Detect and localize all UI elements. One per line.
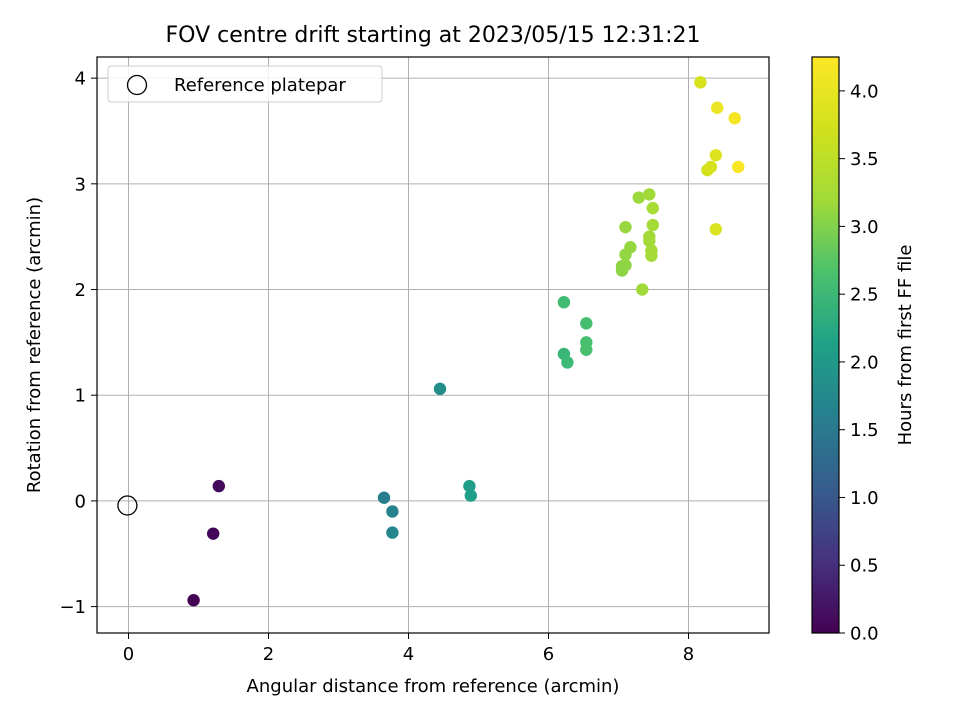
colorbar: 0.0 0.5 1.0 1.5 2.0 2.5 3.0 3.5 4.0 Hours from f… — [811, 56, 916, 645]
colorbar-tick-label: 0.0 — [850, 624, 879, 645]
data-point — [732, 160, 745, 174]
data-point — [561, 356, 574, 369]
data-point — [187, 594, 200, 607]
colorbar-tick-label: 0.5 — [850, 556, 879, 577]
legend-marker-open-circle — [126, 74, 148, 96]
data-points — [187, 76, 745, 607]
x-tick-label: 2 — [263, 644, 274, 665]
data-point — [632, 191, 645, 204]
reference-platepar-marker — [117, 495, 138, 516]
y-tick-label: 3 — [75, 174, 86, 195]
x-tick-label: 4 — [403, 644, 414, 665]
data-point — [728, 112, 741, 125]
x-tick-label: 0 — [123, 644, 134, 665]
data-point — [709, 223, 722, 236]
colorbar-tick-label: 3.5 — [850, 149, 879, 170]
data-point — [207, 527, 220, 540]
data-point — [643, 234, 656, 248]
y-tick-label: −1 — [59, 597, 86, 618]
data-point — [643, 188, 656, 201]
colorbar-gradient — [812, 57, 839, 633]
legend-label: Reference platepar — [174, 75, 346, 96]
data-point — [464, 489, 477, 502]
colorbar-tick-label: 2.0 — [850, 352, 879, 373]
colorbar-tick-label: 1.0 — [850, 488, 879, 509]
y-ticks: −1 0 1 2 3 4 — [59, 69, 97, 618]
colorbar-frame — [811, 56, 840, 634]
data-point — [636, 283, 649, 296]
data-point — [619, 220, 632, 234]
data-point — [704, 160, 718, 174]
chart-title: FOV centre drift starting at 2023/05/15 … — [166, 23, 701, 48]
data-point — [433, 382, 447, 396]
data-point — [646, 218, 659, 232]
data-point — [463, 479, 476, 493]
data-point — [212, 479, 225, 493]
data-point — [557, 295, 571, 309]
y-axis-label: Rotation from reference (arcmin) — [24, 197, 45, 493]
data-point — [645, 244, 658, 257]
x-tick-label: 8 — [683, 644, 694, 665]
data-point — [386, 526, 399, 539]
data-point — [709, 149, 722, 162]
data-point — [580, 317, 593, 330]
x-tick-label: 6 — [543, 644, 554, 665]
colorbar-tick-label: 3.0 — [850, 217, 879, 238]
data-point — [694, 76, 707, 89]
plot-frame — [96, 56, 770, 634]
data-point — [624, 241, 637, 254]
colorbar-label: Hours from first FF file — [895, 245, 916, 446]
x-ticks: 0 2 4 6 8 — [123, 633, 694, 665]
colorbar-ticks: 0.0 0.5 1.0 1.5 2.0 2.5 3.0 3.5 4.0 — [839, 81, 879, 645]
data-point — [580, 343, 593, 356]
data-point — [711, 101, 724, 114]
colorbar-tick-label: 2.5 — [850, 285, 879, 306]
x-axis-label: Angular distance from reference (arcmin) — [247, 676, 620, 697]
colorbar-tick-label: 1.5 — [850, 420, 879, 441]
y-tick-label: 1 — [75, 386, 86, 407]
colorbar-tick-label: 4.0 — [850, 81, 879, 102]
grid — [97, 57, 769, 633]
y-tick-label: 4 — [75, 69, 86, 90]
y-tick-label: 2 — [75, 280, 86, 301]
data-point — [619, 259, 632, 272]
y-tick-label: 0 — [75, 491, 86, 512]
legend: Reference platepar — [107, 65, 383, 103]
legend-box — [107, 65, 383, 103]
data-point — [377, 491, 391, 504]
data-point — [386, 505, 399, 518]
data-point — [646, 201, 659, 215]
